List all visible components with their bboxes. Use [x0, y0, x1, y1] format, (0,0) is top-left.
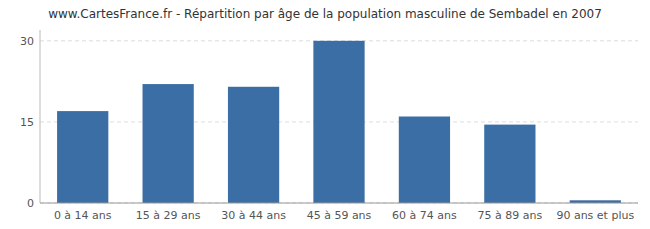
chart-container: www.CartesFrance.fr - Répartition par âg… — [0, 0, 650, 229]
x-tick-label: 0 à 14 ans — [54, 209, 112, 222]
y-tick-label: 30 — [20, 35, 34, 48]
bar — [484, 125, 535, 203]
bar — [228, 87, 279, 203]
x-tick-label: 15 à 29 ans — [136, 209, 201, 222]
bars — [57, 41, 621, 203]
page: {"chart_data": {"type": "bar", "title": … — [0, 0, 650, 229]
bar — [399, 117, 450, 204]
x-tick-label: 90 ans et plus — [556, 209, 634, 222]
bar — [57, 111, 108, 203]
y-tick-label: 0 — [27, 197, 34, 210]
title: www.CartesFrance.fr - Répartition par âg… — [48, 7, 602, 21]
grid-line — [40, 203, 638, 204]
chart-svg: www.CartesFrance.fr - Répartition par âg… — [0, 0, 650, 229]
x-tick-label: 60 à 74 ans — [392, 209, 457, 222]
x-tick-label: 75 à 89 ans — [478, 209, 543, 222]
grid — [40, 41, 638, 203]
x-tick-label: 45 à 59 ans — [307, 209, 372, 222]
y-axis-line — [40, 30, 41, 203]
y-tick-label: 15 — [20, 116, 34, 129]
bar — [143, 84, 194, 203]
x-axis-line — [40, 203, 638, 204]
bar — [313, 41, 364, 203]
x-tick-label: 30 à 44 ans — [221, 209, 286, 222]
